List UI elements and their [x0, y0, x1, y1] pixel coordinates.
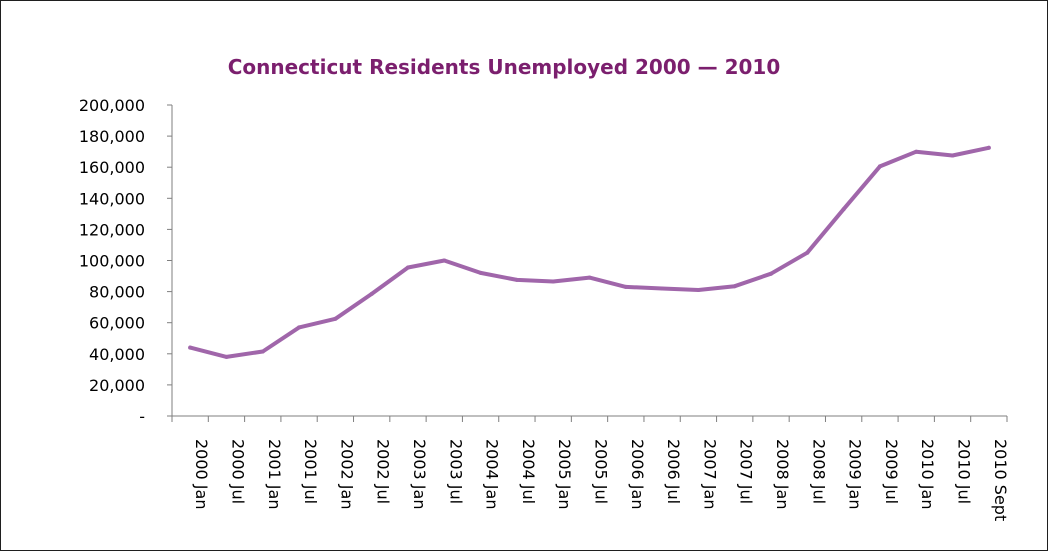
data-point — [732, 284, 737, 289]
x-tick-label: 2002 Jul — [374, 439, 393, 504]
data-point — [260, 349, 265, 354]
y-tick-label: 180,000 — [79, 127, 145, 146]
data-point — [986, 145, 991, 150]
data-point — [696, 288, 701, 292]
x-tick-label: 2010 Sept — [991, 439, 1010, 521]
x-tick-label: 2005 Jan — [555, 439, 574, 509]
x-tick-label: 2000 Jan — [192, 439, 211, 509]
data-point — [369, 291, 374, 296]
data-point — [914, 149, 919, 154]
x-tick-label: 2010 Jan — [918, 439, 937, 509]
y-tick-label: 60,000 — [89, 314, 145, 333]
data-point — [442, 258, 447, 263]
x-tick-label: 2003 Jul — [446, 439, 465, 504]
y-tick-label: 40,000 — [89, 345, 145, 364]
data-point — [769, 271, 773, 276]
y-axis-ticks: - 20,000 40,000 60,000 80,000 100,000 120,000 1… — [79, 96, 172, 426]
x-tick-label: 2008 Jan — [773, 439, 792, 509]
x-tick-label: 2004 Jan — [483, 439, 502, 509]
x-tick-label: 2002 Jan — [337, 439, 356, 509]
data-point — [623, 284, 628, 289]
x-tick-label: 2009 Jan — [846, 439, 865, 509]
axes — [171, 105, 1007, 417]
data-point — [333, 316, 338, 321]
data-point — [805, 250, 810, 255]
data-point — [478, 270, 483, 275]
y-tick-label: 140,000 — [79, 189, 145, 208]
data-point — [551, 279, 556, 284]
x-tick-label: 2007 Jan — [700, 439, 719, 509]
data-point — [224, 354, 229, 359]
x-tick-label: 2006 Jan — [628, 439, 647, 509]
data-point — [406, 265, 410, 270]
data-point — [297, 325, 302, 330]
data-point — [188, 345, 193, 350]
series-line-0 — [188, 145, 991, 359]
x-tick-label: 2001 Jul — [301, 439, 320, 504]
x-tick-label: 2010 Jul — [955, 439, 974, 504]
y-tick-label: 120,000 — [79, 220, 145, 239]
x-tick-label: 2009 Jul — [882, 439, 901, 504]
data-point — [587, 275, 592, 280]
x-axis-ticks: 2000 Jan 2000 Jul 2001 Jan 2001 Jul 2002 Jan… — [171, 416, 1010, 521]
x-tick-label: 2007 Jul — [737, 439, 756, 504]
y-tick-label: - — [139, 407, 145, 426]
y-tick-label: 100,000 — [79, 252, 145, 271]
data-point — [514, 277, 519, 282]
x-tick-label: 2006 Jul — [664, 439, 683, 504]
x-tick-label: 2003 Jan — [410, 439, 429, 509]
x-tick-label: 2004 Jul — [519, 439, 538, 504]
x-tick-label: 2005 Jul — [592, 439, 611, 504]
y-tick-label: 80,000 — [89, 283, 145, 302]
y-tick-label: 200,000 — [79, 96, 145, 115]
data-point — [877, 164, 882, 169]
chart-title: Connecticut Residents Unemployed 2000 — … — [228, 55, 781, 79]
data-point — [660, 286, 665, 291]
x-tick-label: 2000 Jul — [228, 439, 247, 504]
x-tick-label: 2008 Jul — [809, 439, 828, 504]
y-tick-label: 160,000 — [79, 158, 145, 177]
y-tick-label: 20,000 — [89, 376, 145, 395]
x-tick-label: 2001 Jan — [265, 439, 284, 509]
data-point — [841, 207, 846, 212]
data-point — [950, 153, 955, 158]
series-layer — [188, 145, 991, 359]
